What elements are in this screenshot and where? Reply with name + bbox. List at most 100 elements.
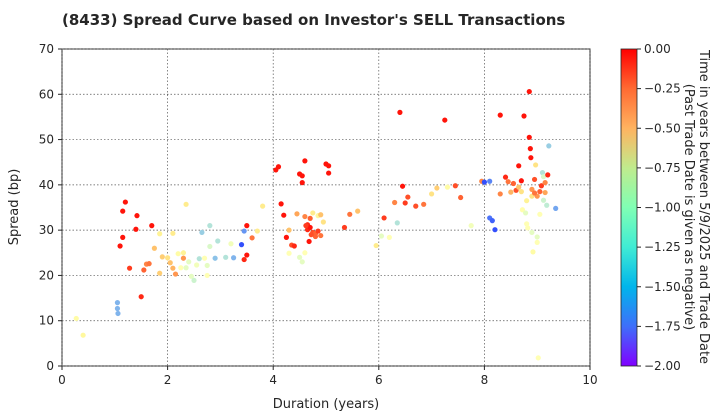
colorbar-tick-label: −1.50 (644, 280, 681, 294)
colorbar-label-line1: Time in years between 5/9/2025 and Trade… (696, 49, 711, 364)
scatter-point (452, 183, 458, 189)
scatter-point (244, 223, 250, 229)
scatter-point (172, 271, 179, 277)
scatter-point (318, 232, 324, 239)
scatter-point (286, 250, 292, 256)
scatter-point (188, 273, 194, 279)
x-tick-label: 10 (582, 373, 597, 387)
scatter-point (315, 228, 321, 234)
colorbar-tick-label: −1.00 (644, 201, 681, 215)
scatter-point (307, 224, 313, 231)
scatter-point (531, 190, 538, 196)
scatter-point (299, 179, 305, 186)
scatter-point (231, 255, 237, 261)
scatter-point (146, 261, 152, 267)
scatter-point (312, 233, 319, 240)
scatter-point (194, 262, 200, 268)
scatter-point (114, 300, 121, 306)
scatter-point (134, 213, 140, 219)
scatter-point (178, 265, 184, 271)
scatter-point (165, 255, 171, 261)
scatter-point (524, 221, 530, 227)
scatter-point (405, 194, 411, 200)
scatter-point (308, 232, 314, 238)
colorbar (620, 48, 638, 367)
scatter-point (341, 224, 348, 231)
scatter-point (386, 234, 392, 240)
scatter-point (80, 332, 86, 338)
scatter-point (429, 191, 435, 197)
scatter-point (421, 201, 427, 207)
colorbar-tick-label: −0.25 (644, 82, 681, 96)
scatter-point (529, 186, 535, 192)
scatter-point (553, 205, 559, 212)
scatter-point (126, 265, 133, 271)
scatter-point (249, 235, 255, 241)
scatter-point (175, 251, 181, 257)
scatter-point (159, 254, 165, 260)
y-tick-label: 50 (39, 133, 54, 147)
scatter-point (326, 170, 332, 176)
scatter-point (373, 242, 379, 249)
scatter-point (170, 265, 176, 271)
scatter-point (534, 239, 540, 245)
scatter-point (545, 172, 551, 178)
scatter-point (244, 252, 250, 258)
scatter-point (481, 179, 487, 185)
scatter-point (537, 211, 543, 217)
scatter-point (540, 174, 547, 180)
x-tick-label: 0 (58, 373, 66, 387)
scatter-point (539, 170, 546, 176)
scatter-point (297, 254, 303, 260)
scatter-point (73, 315, 79, 322)
colorbar-tick-label: −0.50 (644, 121, 681, 135)
scatter-point (283, 234, 289, 240)
scatter-point (212, 255, 218, 261)
scatter-point (157, 231, 163, 237)
scatter-point (497, 191, 503, 197)
scatter-point (120, 208, 126, 214)
scatter-point (114, 305, 121, 312)
scatter-point (531, 176, 538, 183)
scatter-point (528, 155, 534, 161)
scatter-point (260, 203, 266, 209)
scatter-point (434, 185, 440, 191)
scatter-point (402, 200, 408, 206)
colorbar-tick-label: −2.00 (644, 359, 681, 373)
scatter-point (502, 174, 509, 180)
scatter-point (299, 259, 305, 265)
scatter-points (73, 88, 559, 361)
scatter-point (302, 158, 308, 164)
scatter-point (310, 210, 316, 216)
scatter-point (120, 234, 126, 240)
scatter-point (138, 294, 144, 300)
x-tick-label: 6 (375, 373, 383, 387)
scatter-point (529, 229, 535, 236)
scatter-point (204, 272, 210, 279)
scatter-point (516, 163, 522, 169)
scatter-point (278, 201, 284, 207)
y-tick-label: 0 (46, 359, 54, 373)
scatter-point (524, 198, 530, 204)
scatter-point (535, 355, 541, 361)
scatter-point (546, 143, 552, 149)
scatter-point (522, 210, 529, 216)
scatter-point (122, 199, 128, 205)
scatter-point (115, 310, 121, 317)
scatter-point (201, 255, 208, 261)
scatter-point (516, 184, 522, 190)
scatter-point (180, 250, 187, 256)
colorbar-ticks: 0.00 −0.25 −0.50 −0.75 −1.00 −1.25 −1.50 −1.75 −… (637, 42, 681, 373)
scatter-point (291, 243, 297, 249)
scatter-point (458, 194, 464, 201)
scatter-point (183, 265, 189, 271)
scatter-point (538, 183, 545, 189)
scatter-point (186, 259, 192, 265)
scatter-point (519, 207, 526, 213)
scatter-point (254, 228, 260, 234)
scatter-point (180, 255, 187, 261)
scatter-point (489, 218, 495, 224)
y-tick-label: 70 (39, 42, 54, 56)
scatter-point (307, 215, 313, 221)
scatter-point (444, 184, 451, 190)
